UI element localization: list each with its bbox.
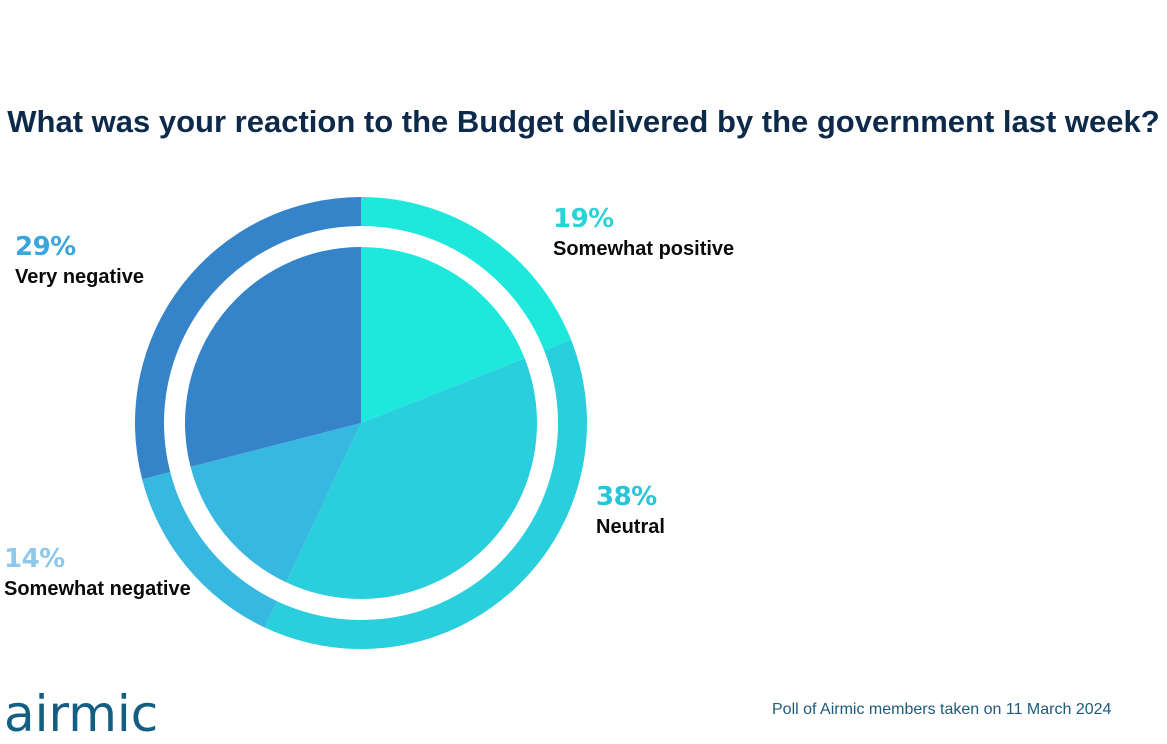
- slice-category: Somewhat positive: [553, 238, 735, 260]
- airmic-logo: airmic: [4, 685, 159, 743]
- slice-category: Somewhat negative: [4, 578, 191, 600]
- slice-category: Very negative: [15, 266, 144, 288]
- slice-label-very-negative: 29% Very negative: [15, 232, 144, 290]
- pie-slice-neutral: [286, 358, 538, 600]
- slice-label-neutral: 38% Neutral: [596, 482, 665, 540]
- pie-slice-very-negative: [185, 247, 361, 467]
- pie-slice-somewhat-negative: [190, 423, 361, 583]
- slice-category: Neutral: [596, 516, 665, 538]
- slice-percent: 19%: [553, 204, 614, 234]
- ring-segment-very-negative: [134, 197, 361, 480]
- slice-percent: 29%: [15, 232, 76, 262]
- chart-title: What was your reaction to the Budget del…: [7, 104, 1160, 139]
- poll-footnote: Poll of Airmic members taken on 11 March…: [772, 701, 1112, 718]
- slice-percent: 14%: [4, 544, 65, 574]
- pie-slice-somewhat-positive: [361, 247, 525, 423]
- slice-label-somewhat-positive: 19% Somewhat positive: [553, 204, 734, 262]
- slice-label-somewhat-negative: 14% Somewhat negative: [4, 544, 191, 602]
- slice-percent: 38%: [596, 482, 657, 512]
- pie-slices: [185, 247, 538, 600]
- ring-segment-somewhat-positive: [361, 197, 572, 351]
- ring-segment-somewhat-negative: [142, 471, 278, 628]
- ring-segment-neutral: [264, 339, 587, 649]
- outer-ring: [134, 197, 587, 649]
